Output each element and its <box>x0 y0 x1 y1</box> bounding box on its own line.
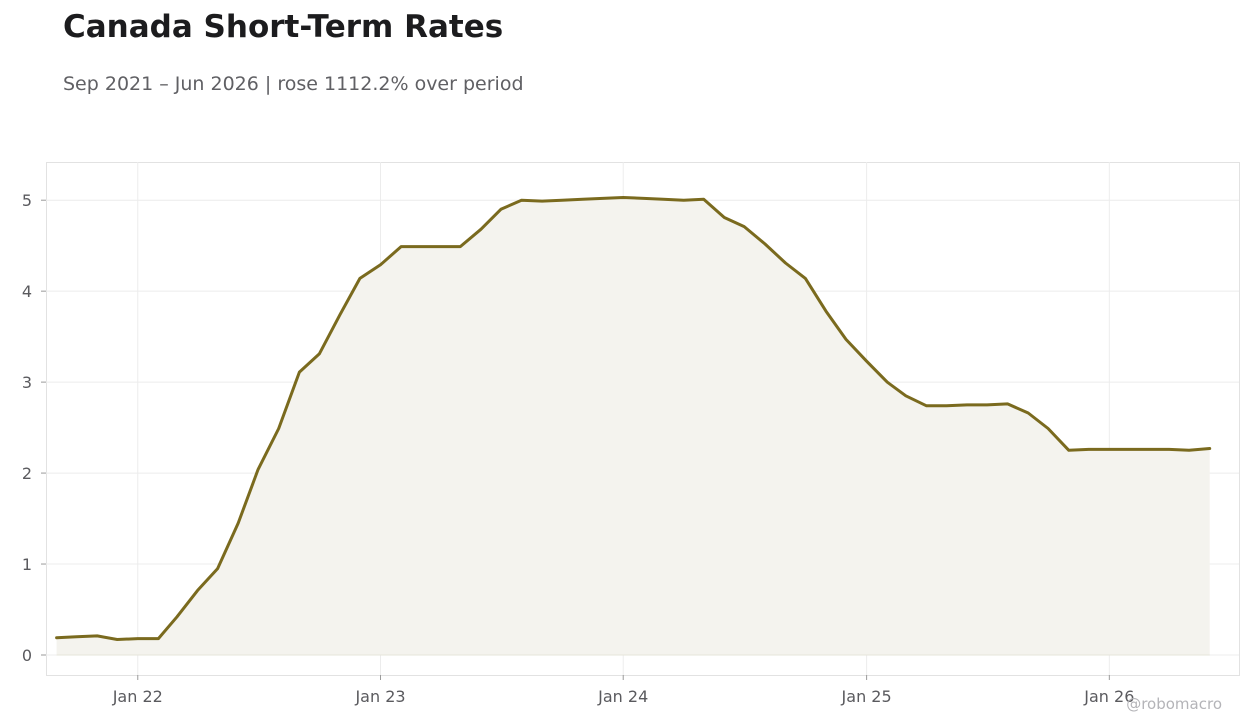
page-subtitle: Sep 2021 – Jun 2026 | rose 1112.2% over … <box>63 73 524 95</box>
y-tick-label: 0 <box>22 646 32 665</box>
y-tick-label: 1 <box>22 555 32 574</box>
x-tick-label: Jan 24 <box>597 687 648 706</box>
watermark: @robomacro <box>1126 695 1222 713</box>
x-tick-label: Jan 22 <box>112 687 163 706</box>
series-line <box>55 196 1212 641</box>
x-tick-label: Jan 26 <box>1083 687 1134 706</box>
y-axis: 0 1 2 3 4 5 <box>22 191 46 665</box>
x-tick-label: Jan 25 <box>841 687 892 706</box>
x-axis: Jan 22 Jan 23 Jan 24 Jan 25 Jan 26 <box>112 675 1134 706</box>
y-tick-label: 2 <box>22 464 32 483</box>
y-tick-label: 5 <box>22 191 32 210</box>
x-tick-label: Jan 23 <box>354 687 405 706</box>
y-tick-label: 4 <box>22 282 32 301</box>
y-tick-label: 3 <box>22 373 32 392</box>
series-area-fill <box>56 197 1210 655</box>
page-title: Canada Short-Term Rates <box>63 9 504 45</box>
plot-frame <box>46 162 1240 676</box>
